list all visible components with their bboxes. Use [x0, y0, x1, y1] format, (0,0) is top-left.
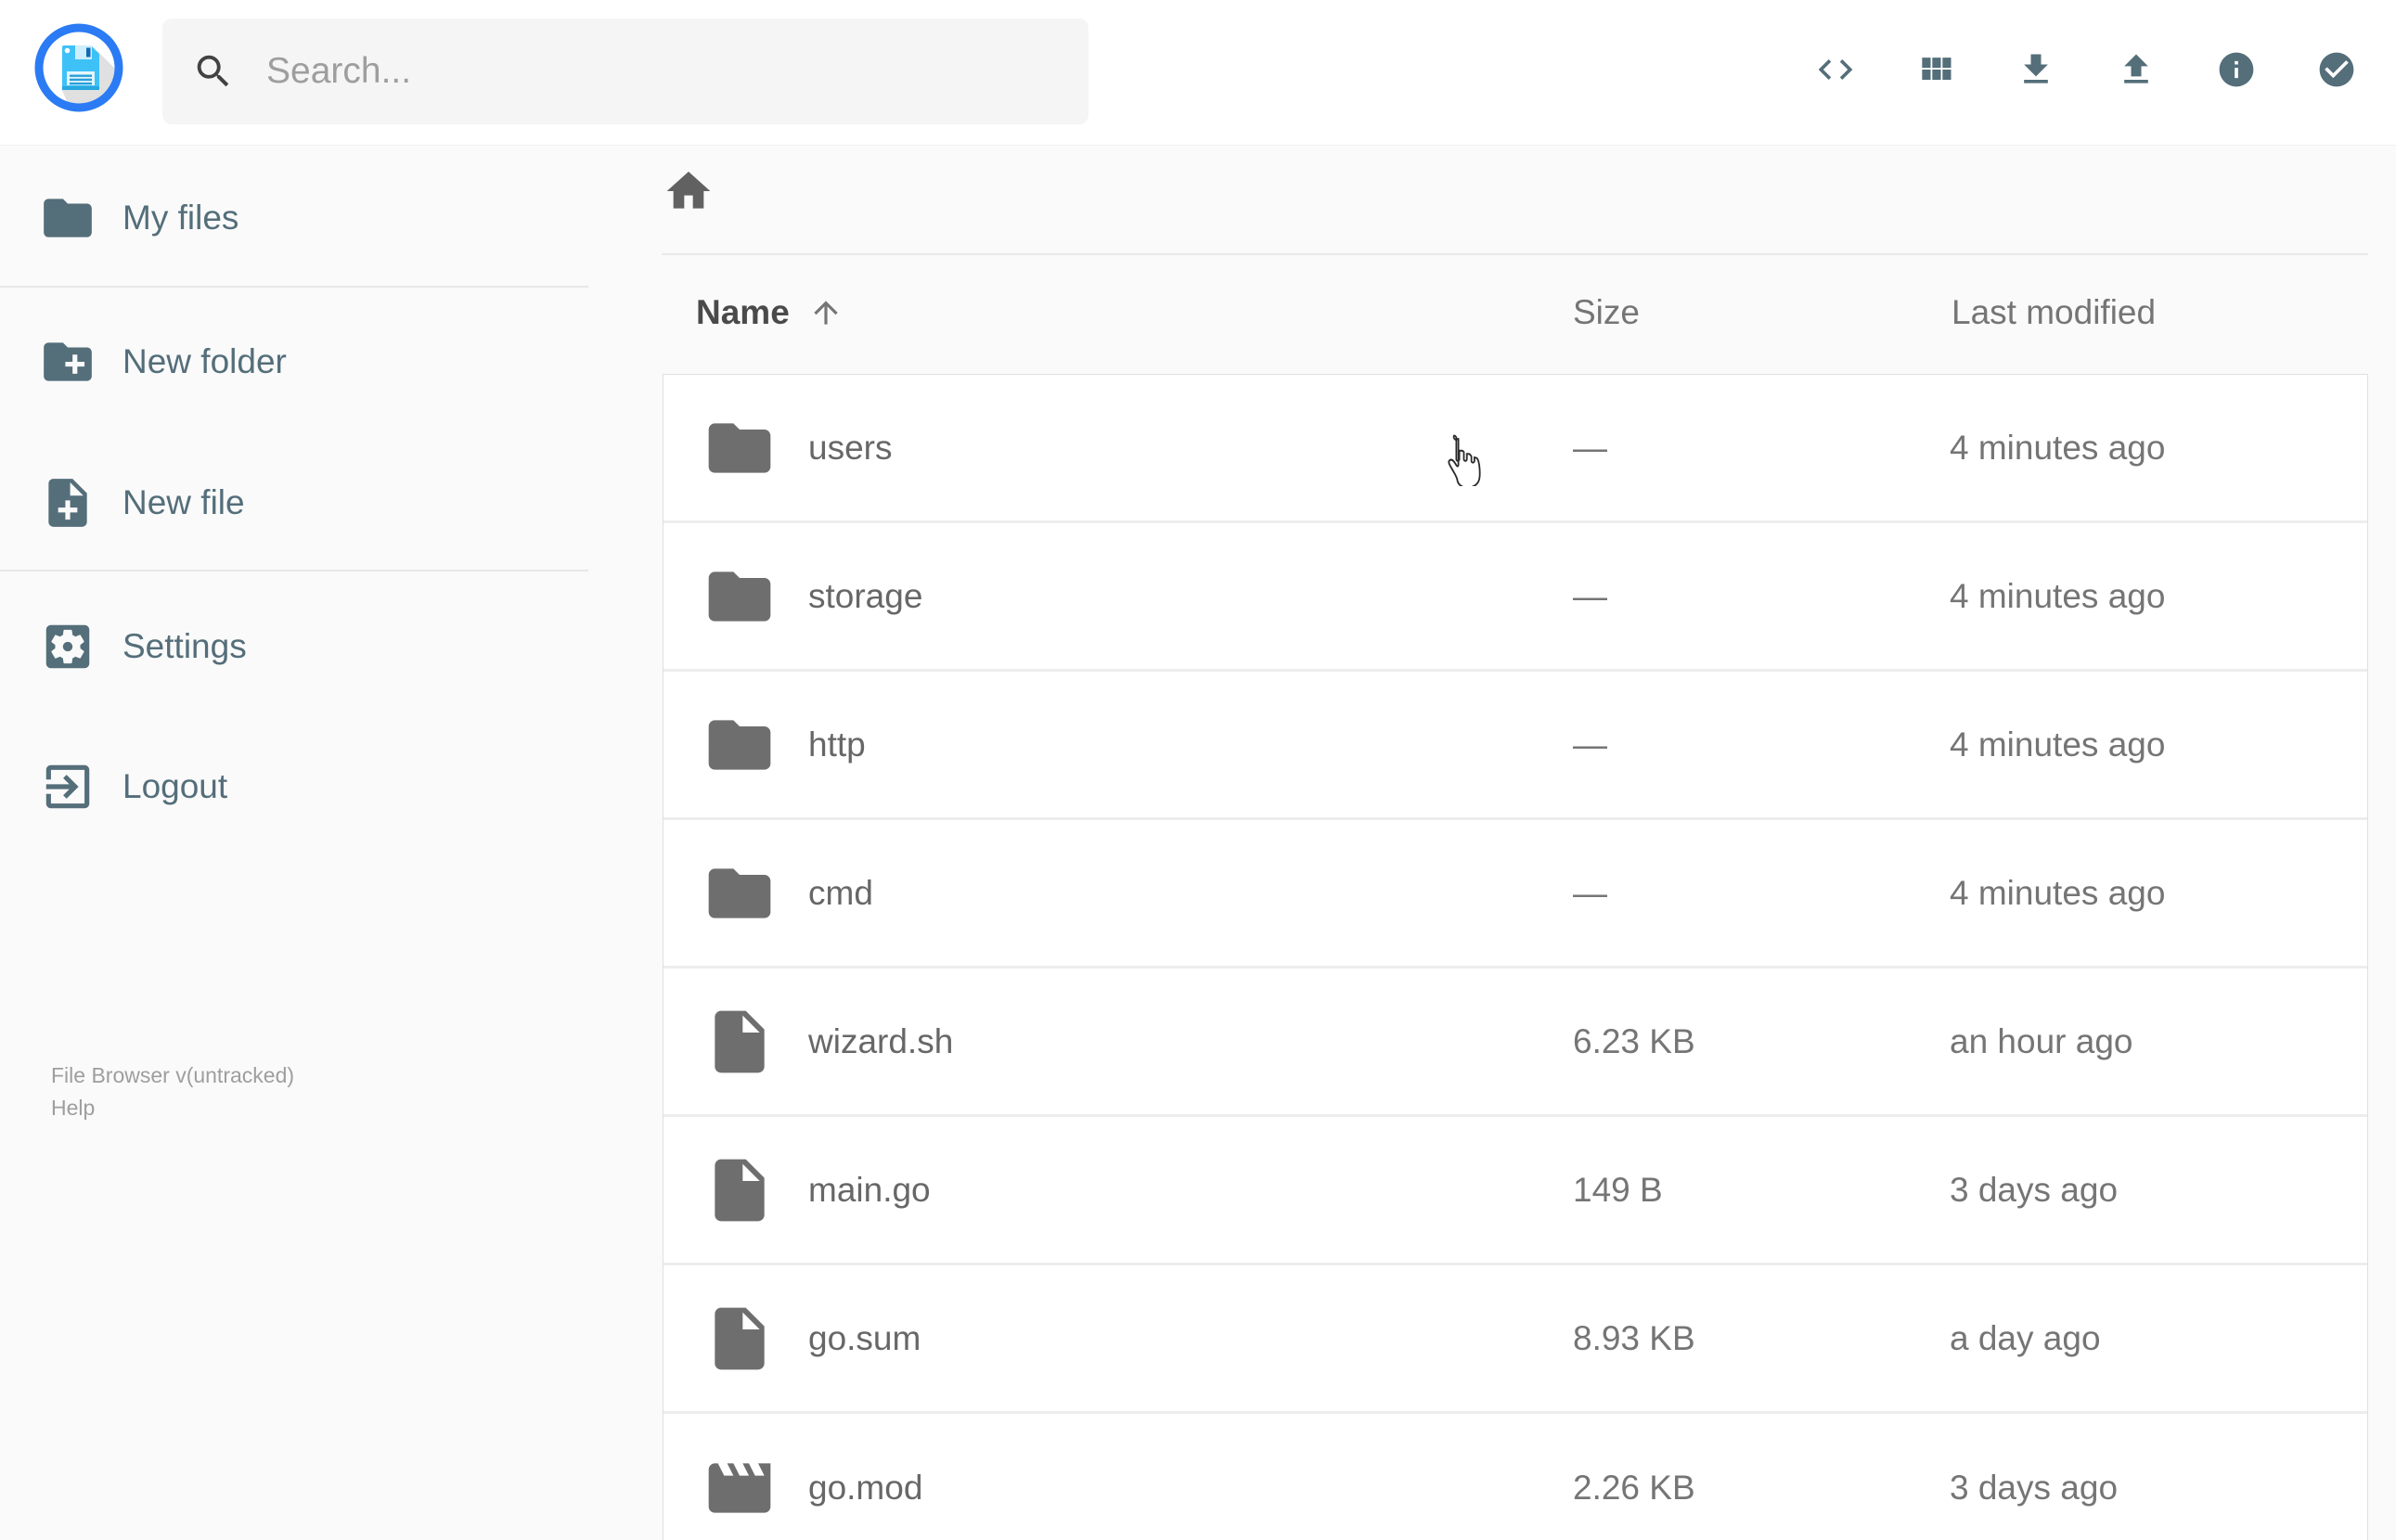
file-icon	[702, 1153, 777, 1227]
folder-icon	[702, 559, 777, 634]
home-icon	[663, 165, 715, 217]
item-modified: an hour ago	[1950, 1021, 2133, 1060]
code-view-button[interactable]	[1815, 49, 1856, 90]
search-input[interactable]	[235, 19, 1089, 124]
search-bar[interactable]	[162, 19, 1089, 124]
item-size: —	[1573, 873, 1607, 912]
sidebar-divider	[0, 286, 588, 288]
app-version: File Browser v(untracked)	[51, 1063, 295, 1087]
sidebar-item-label: My files	[122, 199, 239, 237]
grid-view-button[interactable]	[1915, 49, 1956, 90]
sidebar-item-new-file[interactable]: New file	[39, 474, 245, 532]
file-listing: users — 4 minutes ago storage — 4 minute…	[663, 374, 2368, 1540]
item-modified: a day ago	[1950, 1318, 2101, 1357]
item-name: go.mod	[808, 1469, 923, 1507]
file-row[interactable]: cmd — 4 minutes ago	[663, 820, 2367, 969]
app-logo[interactable]	[34, 23, 123, 112]
item-modified: 4 minutes ago	[1950, 428, 2166, 467]
item-modified: 4 minutes ago	[1950, 576, 2166, 615]
file-row[interactable]: http — 4 minutes ago	[663, 672, 2367, 820]
file-icon	[702, 1005, 777, 1079]
column-header-name[interactable]: Name	[696, 293, 844, 332]
sidebar-item-label: New folder	[122, 342, 287, 380]
item-size: 2.26 KB	[1573, 1469, 1695, 1507]
breadcrumb-home-button[interactable]	[663, 165, 715, 217]
sidebar-item-my-files[interactable]: My files	[39, 189, 238, 247]
sidebar-divider	[0, 570, 588, 571]
file-row[interactable]: main.go 149 B 3 days ago	[663, 1117, 2367, 1265]
sidebar-item-label: New file	[122, 483, 245, 521]
floppy-disk-icon	[34, 23, 123, 112]
item-name: users	[808, 428, 893, 467]
new-folder-icon	[39, 333, 97, 391]
file-row[interactable]: users — 4 minutes ago	[663, 375, 2367, 523]
download-icon	[2016, 49, 2056, 90]
code-icon	[1815, 49, 1856, 90]
item-name: cmd	[808, 873, 873, 912]
folder-icon	[702, 708, 777, 782]
check-circle-icon	[2316, 49, 2357, 90]
item-name: storage	[808, 576, 923, 615]
sidebar-item-new-folder[interactable]: New folder	[39, 333, 287, 391]
file-icon	[702, 1302, 777, 1376]
upload-icon	[2116, 49, 2157, 90]
item-name: http	[808, 725, 866, 764]
top-bar	[0, 0, 2396, 146]
sort-ascending-icon	[808, 295, 844, 330]
folder-icon	[702, 856, 777, 930]
item-modified: 3 days ago	[1950, 1469, 2119, 1507]
item-size: —	[1573, 428, 1607, 467]
download-button[interactable]	[2016, 49, 2056, 90]
file-row[interactable]: go.mod 2.26 KB 3 days ago	[663, 1414, 2367, 1540]
item-size: 6.23 KB	[1573, 1021, 1695, 1060]
search-icon	[192, 50, 235, 93]
breadcrumb-divider	[662, 253, 2368, 255]
logout-icon	[39, 758, 97, 815]
sidebar-item-label: Logout	[122, 767, 228, 805]
item-size: 149 B	[1573, 1170, 1663, 1209]
item-name: main.go	[808, 1170, 931, 1209]
item-name: wizard.sh	[808, 1021, 954, 1060]
column-header-name-label: Name	[696, 293, 790, 331]
column-header-modified[interactable]: Last modified	[1952, 293, 2157, 331]
help-link[interactable]: Help	[51, 1096, 96, 1120]
sidebar: My files New folder New file Settings Lo…	[0, 146, 588, 1540]
column-header-size[interactable]: Size	[1573, 293, 1640, 331]
grid-view-icon	[1915, 49, 1956, 90]
movie-icon	[702, 1451, 777, 1525]
sidebar-item-settings[interactable]: Settings	[39, 618, 247, 675]
select-multiple-button[interactable]	[2316, 49, 2357, 90]
settings-icon	[39, 618, 97, 675]
file-row[interactable]: storage — 4 minutes ago	[663, 523, 2367, 672]
file-row[interactable]: go.sum 8.93 KB a day ago	[663, 1265, 2367, 1414]
new-file-icon	[39, 474, 97, 532]
info-icon	[2216, 49, 2257, 90]
item-size: —	[1573, 576, 1607, 615]
sidebar-footer: File Browser v(untracked) Help	[51, 1059, 294, 1124]
folder-icon	[702, 411, 777, 485]
item-size: 8.93 KB	[1573, 1318, 1695, 1357]
file-row[interactable]: wizard.sh 6.23 KB an hour ago	[663, 969, 2367, 1117]
folder-icon	[39, 189, 97, 247]
item-modified: 4 minutes ago	[1950, 873, 2166, 912]
sidebar-item-label: Settings	[122, 627, 247, 665]
header-actions	[1815, 49, 2357, 90]
item-modified: 3 days ago	[1950, 1170, 2119, 1209]
item-modified: 4 minutes ago	[1950, 725, 2166, 764]
item-size: —	[1573, 725, 1607, 764]
item-name: go.sum	[808, 1318, 921, 1357]
info-button[interactable]	[2216, 49, 2257, 90]
upload-button[interactable]	[2116, 49, 2157, 90]
sidebar-item-logout[interactable]: Logout	[39, 758, 227, 815]
